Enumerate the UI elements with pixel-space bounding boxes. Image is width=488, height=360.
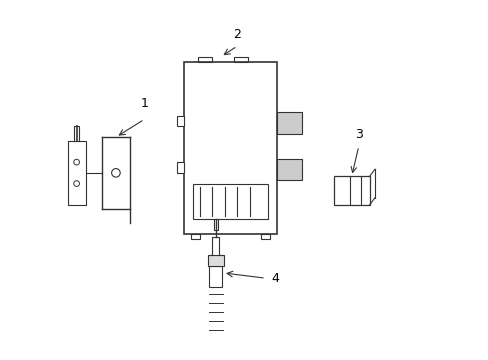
Text: 1: 1 (140, 97, 148, 111)
Bar (177, 162, 183, 173)
Bar (276, 112, 301, 134)
Bar (190, 234, 200, 239)
Bar (67, 141, 85, 205)
Bar (213, 219, 218, 230)
Bar (233, 57, 247, 62)
Bar (260, 234, 269, 239)
Bar (207, 255, 224, 266)
Bar (333, 176, 369, 205)
Text: 4: 4 (271, 272, 279, 285)
Bar (183, 62, 276, 234)
Bar (276, 158, 301, 180)
Bar (74, 126, 80, 141)
Bar (198, 57, 212, 62)
Bar (209, 266, 222, 287)
Bar (177, 116, 183, 126)
Bar (192, 184, 267, 219)
Text: 3: 3 (354, 128, 362, 141)
Text: 2: 2 (233, 28, 241, 41)
